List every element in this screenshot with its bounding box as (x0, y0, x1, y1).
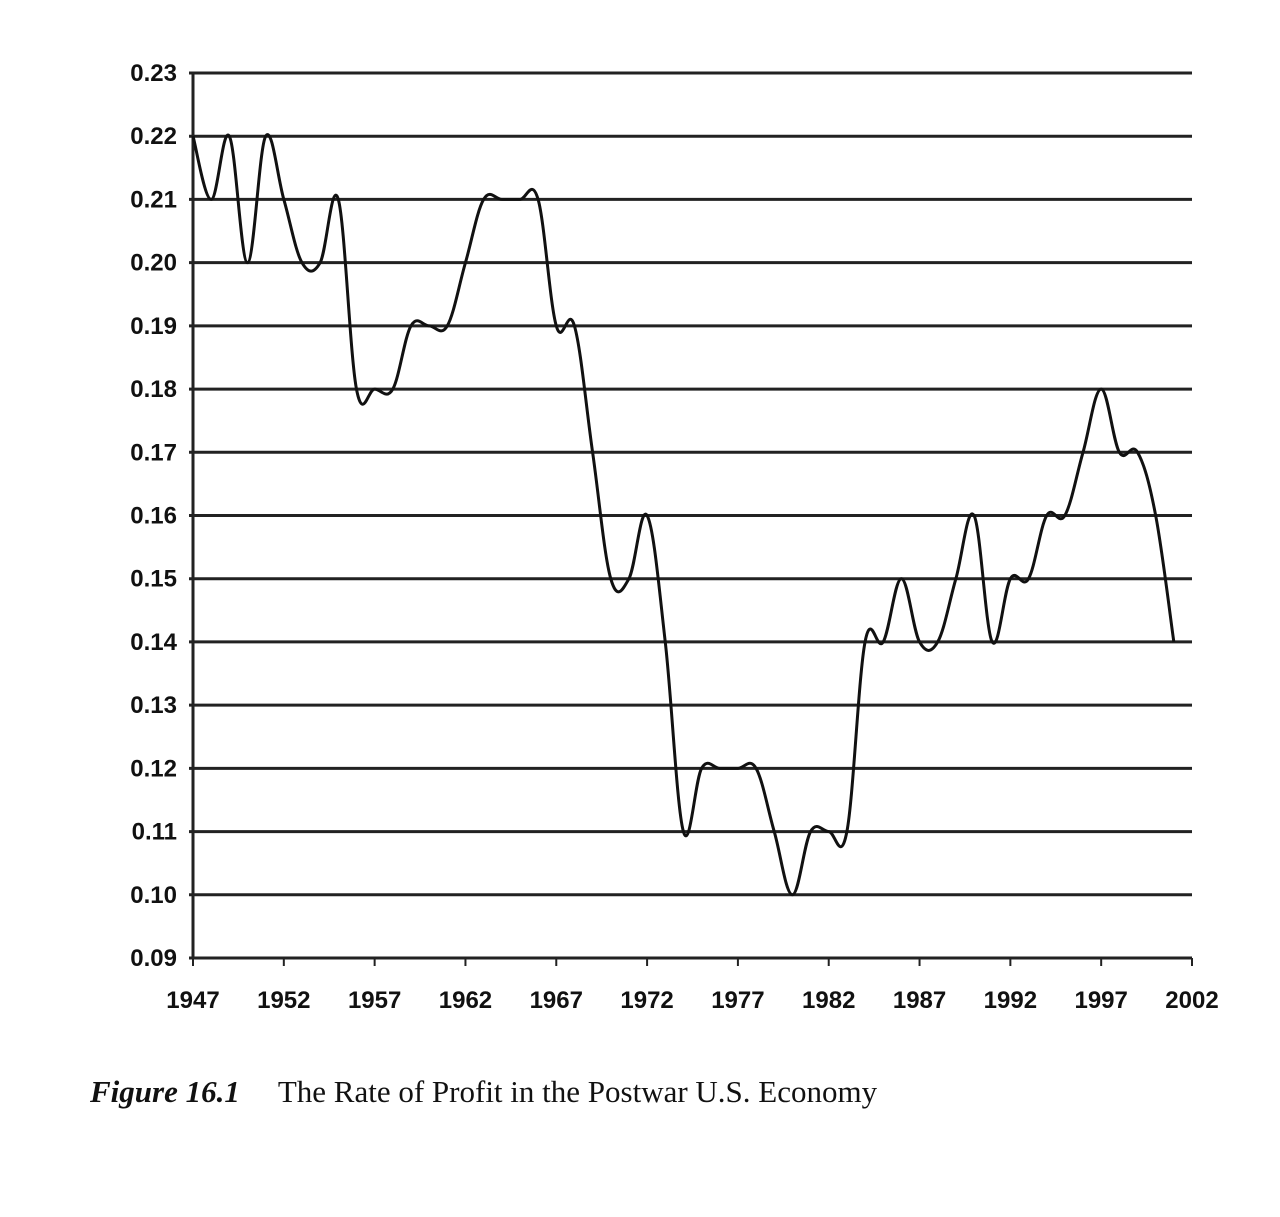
x-tick-label: 2002 (1165, 987, 1218, 1014)
x-tick-label: 1987 (893, 987, 946, 1014)
y-tick-label: 0.11 (132, 819, 177, 846)
x-tick-label: 1992 (984, 987, 1037, 1014)
profit-rate-line (191, 133, 1176, 897)
y-tick-label: 0.22 (130, 123, 177, 150)
x-tick-label: 1947 (166, 987, 219, 1014)
x-tick-label: 1957 (348, 987, 401, 1014)
y-tick-label: 0.19 (130, 313, 177, 340)
y-tick-label: 0.17 (130, 439, 177, 466)
y-tick-label: 0.13 (130, 692, 177, 719)
x-tick-label: 1982 (802, 987, 855, 1014)
y-tick-label: 0.21 (130, 186, 177, 213)
y-tick-label: 0.12 (130, 755, 177, 782)
y-tick-label: 0.10 (130, 882, 177, 909)
y-tick-label: 0.14 (130, 629, 177, 656)
x-tick-label: 1997 (1074, 987, 1127, 1014)
figure-title: The Rate of Profit in the Postwar U.S. E… (277, 1074, 878, 1109)
figure-caption: Figure 16.1 The Rate of Profit in the Pos… (90, 1074, 877, 1110)
x-tick-label: 1952 (257, 987, 310, 1014)
x-tick-label: 1977 (711, 987, 764, 1014)
y-tick-label: 0.09 (130, 945, 177, 972)
y-tick-label: 0.16 (130, 503, 177, 530)
x-tick-label: 1962 (439, 987, 492, 1014)
y-tick-label: 0.23 (130, 60, 177, 87)
figure-label: Figure 16.1 (90, 1074, 240, 1109)
x-tick-label: 1967 (530, 987, 583, 1014)
y-tick-label: 0.18 (130, 376, 177, 403)
x-tick-label: 1972 (620, 987, 673, 1014)
y-tick-label: 0.15 (130, 566, 177, 593)
y-tick-label: 0.20 (130, 250, 177, 277)
